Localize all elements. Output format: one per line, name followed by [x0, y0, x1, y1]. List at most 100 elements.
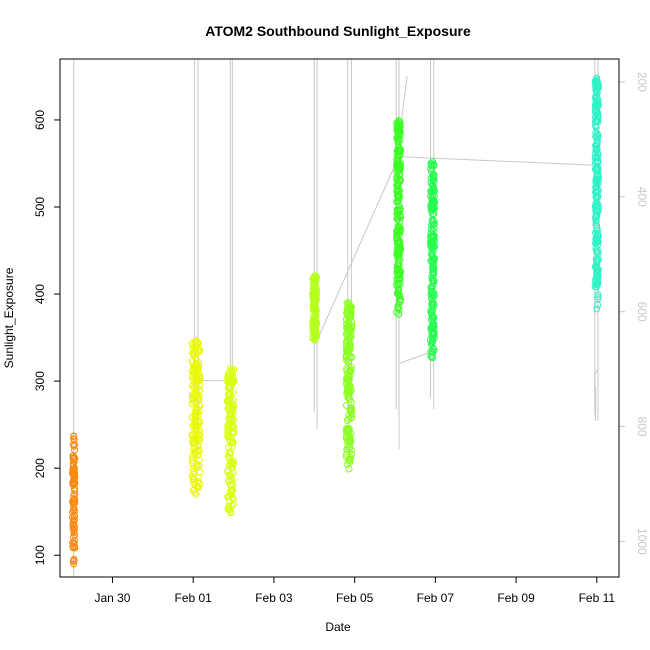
data-point — [395, 310, 403, 318]
x-tick-label: Feb 07 — [417, 591, 455, 605]
data-point — [594, 200, 602, 208]
data-point — [345, 359, 352, 367]
data-point — [592, 122, 600, 130]
data-point — [396, 240, 404, 248]
data-point — [191, 447, 199, 455]
data-point — [593, 130, 601, 138]
data-point — [313, 295, 320, 303]
data-point — [190, 383, 198, 391]
data-point — [592, 102, 600, 110]
data-point — [592, 142, 599, 149]
data-point — [429, 349, 437, 356]
data-point — [69, 440, 77, 448]
data-point — [393, 151, 401, 159]
data-point — [592, 217, 600, 225]
data-point — [594, 157, 602, 165]
data-point — [226, 384, 234, 391]
data-point — [227, 509, 235, 517]
data-point — [225, 404, 233, 412]
data-point — [70, 500, 78, 508]
data-point — [394, 140, 402, 147]
data-point — [192, 413, 199, 420]
data-point — [427, 188, 435, 196]
data-point — [429, 313, 437, 320]
depth-link — [316, 76, 408, 341]
data-point — [226, 450, 234, 458]
data-point — [429, 158, 436, 166]
data-point — [594, 247, 602, 255]
data-point — [394, 212, 402, 220]
data-point — [189, 344, 197, 352]
depth-link — [398, 351, 432, 364]
data-point — [346, 346, 354, 354]
data-point — [592, 213, 600, 221]
data-point — [69, 539, 77, 547]
data-point — [192, 490, 200, 498]
y-tick-label: 100 — [33, 545, 47, 565]
data-point — [396, 136, 404, 144]
data-point — [191, 450, 199, 458]
data-points — [69, 74, 602, 568]
data-point — [69, 521, 77, 529]
data-point — [593, 109, 601, 117]
data-point — [310, 304, 318, 312]
data-point — [429, 331, 437, 339]
data-point — [594, 278, 601, 286]
data-point — [343, 307, 351, 315]
data-point — [195, 393, 203, 401]
data-point — [345, 430, 353, 438]
data-point — [227, 397, 235, 405]
y-tick-label: 600 — [33, 110, 47, 130]
data-point — [310, 287, 318, 295]
chart-title: ATOM2 Southbound Sunlight_Exposure — [205, 23, 471, 39]
y-tick-label: 400 — [33, 284, 47, 304]
data-point — [593, 265, 601, 273]
x-tick-label: Jan 30 — [94, 591, 130, 605]
data-point — [71, 507, 79, 515]
data-point — [396, 128, 404, 136]
y-tick-label: 300 — [33, 371, 47, 391]
y-axis-label: Sunlight_Exposure — [2, 267, 16, 368]
data-point — [396, 187, 403, 195]
data-point — [345, 323, 353, 330]
data-point — [225, 432, 233, 440]
data-point — [196, 377, 203, 385]
data-point — [430, 199, 438, 207]
data-point — [192, 336, 200, 344]
data-point — [427, 179, 435, 187]
data-point — [427, 168, 435, 176]
data-point — [592, 205, 600, 213]
x-tick-label: Feb 01 — [175, 591, 213, 605]
data-point — [343, 445, 351, 453]
data-point — [427, 174, 435, 182]
data-point — [343, 425, 351, 433]
data-point — [343, 461, 351, 468]
data-point — [594, 231, 602, 239]
data-point — [191, 348, 198, 356]
data-point — [71, 490, 79, 498]
data-point — [194, 434, 202, 442]
data-point — [188, 391, 196, 399]
depth-track — [73, 59, 599, 577]
data-point — [225, 476, 233, 484]
data-point — [229, 486, 237, 494]
data-point — [70, 432, 78, 440]
data-point — [393, 147, 401, 154]
data-point — [396, 172, 404, 180]
data-point — [224, 468, 232, 476]
data-point — [396, 120, 404, 128]
data-point — [310, 277, 318, 284]
data-point — [71, 479, 79, 487]
data-point — [396, 176, 404, 184]
data-point — [190, 486, 198, 493]
data-point — [225, 422, 233, 430]
data-point — [192, 356, 200, 364]
y-tick-label: 200 — [33, 458, 47, 478]
data-point — [70, 435, 78, 443]
data-point — [346, 435, 354, 443]
data-point — [310, 328, 318, 336]
data-point — [345, 372, 353, 380]
data-point — [593, 275, 601, 283]
data-point — [395, 288, 403, 296]
